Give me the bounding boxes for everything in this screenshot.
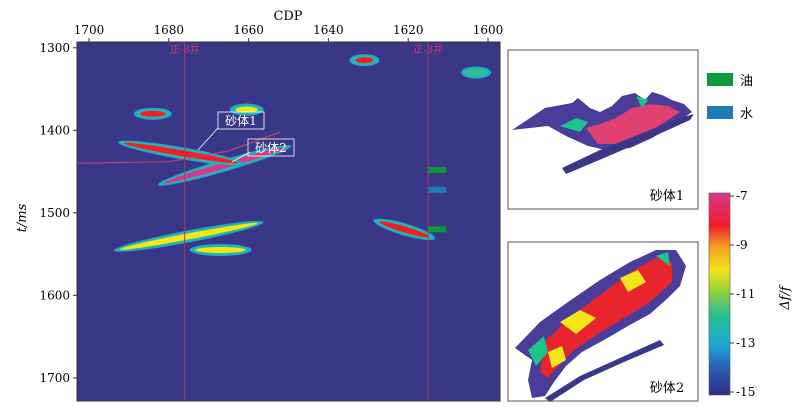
x-axis: 1700 1680 1660 1640 1620 1600	[74, 23, 504, 42]
well-label: 正-8井	[170, 43, 200, 56]
sand-body-2-yellow	[548, 270, 646, 368]
x-axis-label: CDP	[273, 9, 302, 24]
main-section: 正-8井 正-3井 砂体1 砂体2 1700 1680 1660 1640 1620 16…	[15, 9, 504, 402]
legend: 油 水	[707, 73, 753, 122]
colorbar-gradient	[708, 192, 731, 396]
sand-body-core	[379, 221, 430, 238]
horizon-line	[77, 131, 281, 164]
annotation-box	[217, 111, 265, 130]
inset-sand-body-1: 砂体1	[507, 49, 699, 210]
y-tick-label: 1300	[39, 41, 70, 55]
plot-frame	[76, 41, 501, 402]
y-tick-label: 1600	[39, 288, 70, 302]
sand-body-core	[467, 69, 486, 76]
sand-body-2-band	[545, 340, 664, 402]
colorbar-tick-group: -7 -9 -11 -13 -15	[730, 189, 755, 399]
inset-sand-body-2: 砂体2	[507, 241, 699, 402]
legend-swatch-water	[707, 106, 733, 119]
x-tick-label: 1620	[393, 23, 424, 37]
sand-body-core	[195, 246, 246, 253]
y-axis-label: t/ms	[15, 203, 30, 232]
sand-body	[113, 221, 264, 252]
annotation-box	[247, 138, 295, 157]
x-tick-label: 1640	[313, 23, 344, 37]
sand-body-1-hot	[586, 104, 680, 144]
colorbar-label: Δf/f	[778, 284, 793, 311]
inset-2-label: 砂体2	[650, 381, 684, 396]
sand-body	[117, 140, 244, 166]
legend-label-oil: 油	[740, 74, 753, 89]
legend-swatch-oil	[707, 73, 733, 86]
sand-body-core	[139, 110, 166, 117]
sand-body-layer	[77, 54, 492, 256]
y-tick-label: 1500	[39, 206, 70, 220]
sand-body-core	[355, 57, 374, 64]
colorbar-tick-label: -9	[736, 238, 748, 252]
sand-body-2-green	[528, 252, 670, 366]
annotation-label: 砂体2	[255, 141, 287, 155]
well-marker-group	[428, 166, 447, 233]
well-marker-water	[428, 186, 447, 193]
annotation-label: 砂体1	[225, 114, 257, 128]
inset-1-label: 砂体1	[650, 189, 684, 204]
colorbar-tick-label: -7	[736, 189, 748, 203]
colorbar-tick-label: -13	[736, 336, 755, 350]
y-tick-label: 1400	[39, 123, 70, 137]
annotation-leader	[231, 151, 251, 163]
sand-body	[133, 107, 172, 120]
sand-body-core	[235, 106, 258, 113]
sand-body-1-band	[562, 114, 694, 174]
colorbar-tick-label: -15	[736, 385, 755, 399]
x-tick-label: 1660	[233, 23, 264, 37]
x-tick-label: 1600	[473, 23, 504, 37]
x-tick-label: 1700	[74, 23, 105, 37]
sand-body	[349, 54, 380, 67]
legend-label-water: 水	[740, 107, 753, 122]
sand-body	[189, 243, 252, 256]
sand-body-1-mid	[560, 96, 648, 132]
plot-background	[77, 42, 500, 401]
sand-body-core	[123, 142, 238, 164]
y-tick-label: 1700	[39, 371, 70, 385]
well-marker-oil	[428, 226, 447, 233]
colorbar: -7 -9 -11 -13 -15 Δf/f	[708, 189, 793, 399]
annotation-leader	[197, 127, 219, 151]
sand-body	[461, 66, 492, 79]
sand-body-core	[119, 222, 258, 250]
sand-body-2-hot	[540, 258, 672, 378]
x-tick-label: 1680	[154, 23, 185, 37]
y-axis: 1300 1400 1500 1600 1700	[39, 41, 77, 385]
well-label: 正-3井	[413, 43, 443, 56]
well-marker-oil	[428, 166, 447, 173]
sand-body	[373, 218, 436, 241]
colorbar-tick-label: -11	[736, 287, 755, 301]
